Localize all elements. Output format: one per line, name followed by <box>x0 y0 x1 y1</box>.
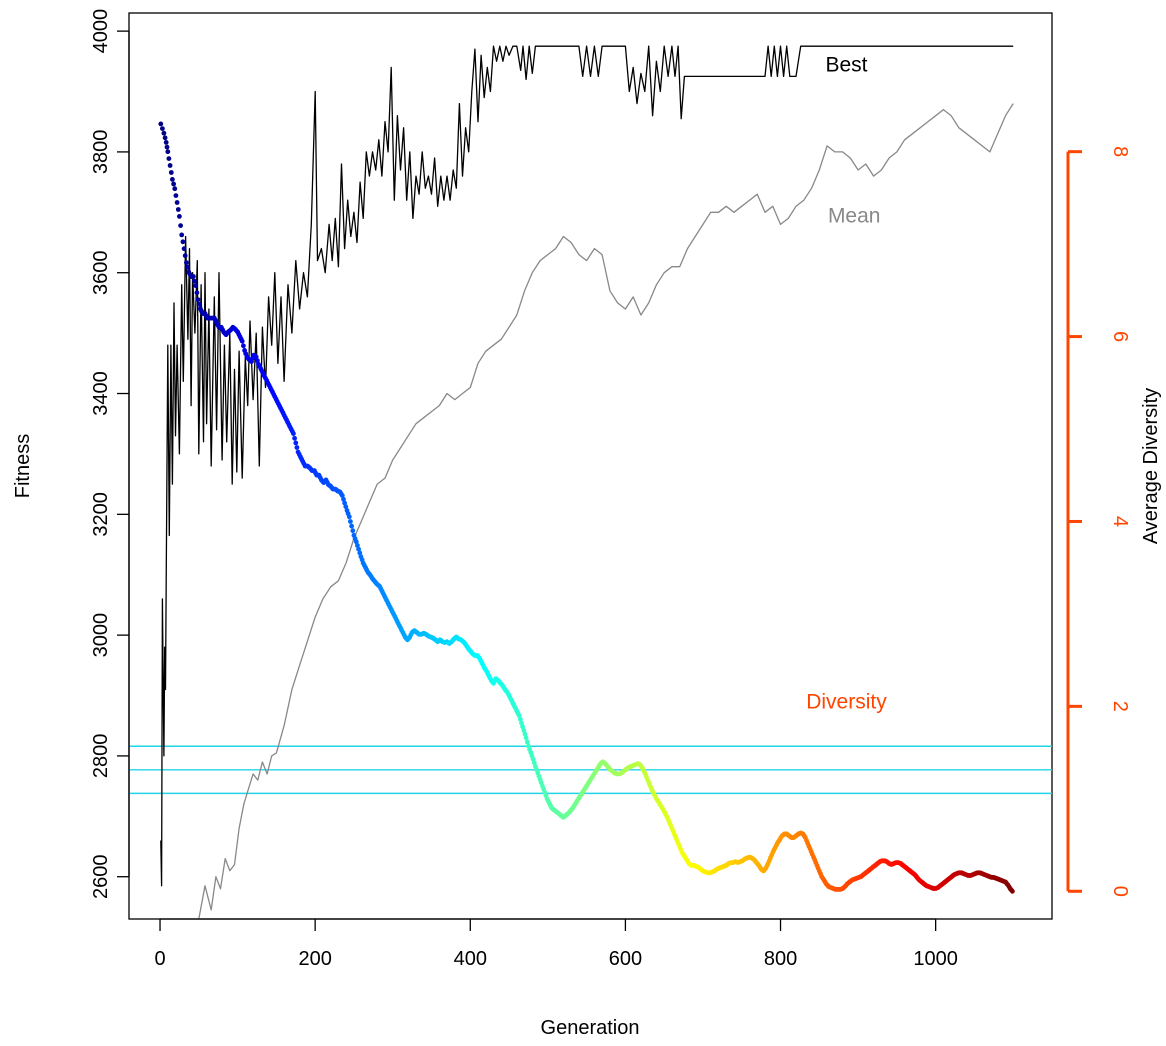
diversity-point <box>175 207 181 212</box>
diversity-point <box>1010 888 1015 894</box>
y2-tick-label: 6 <box>1109 331 1131 342</box>
diversity-point <box>357 550 363 556</box>
best-series-label: Best <box>825 53 867 76</box>
diversity-point <box>162 135 168 141</box>
diversity-point <box>519 720 524 726</box>
reference-lines <box>129 745 1052 795</box>
diversity-point <box>180 239 186 245</box>
y2-tick-label: 8 <box>1109 146 1131 157</box>
diversity-point <box>523 735 529 741</box>
diversity-point <box>192 278 197 284</box>
diversity-point <box>517 716 523 722</box>
diversity-point <box>342 500 347 506</box>
diversity-point <box>171 181 177 187</box>
diversity-point <box>158 121 164 127</box>
diversity-point <box>255 358 260 363</box>
y-axis-title: Fitness <box>12 434 34 498</box>
y-axis: 2600 2800 3000 3200 3400 3600 3800 4000 <box>90 9 130 899</box>
diversity-point <box>193 283 199 289</box>
diversity-point <box>170 177 175 182</box>
y2-axis: 0 2 4 6 8 <box>1066 146 1131 897</box>
diversity-point <box>165 149 171 155</box>
best-series-line <box>160 45 1014 887</box>
diversity-point <box>172 186 178 192</box>
diversity-point <box>346 514 352 520</box>
x-tick-label: 1000 <box>913 948 958 970</box>
y2-tick-label: 4 <box>1109 516 1131 527</box>
y-tick-label: 2600 <box>90 854 112 899</box>
diversity-point <box>178 223 184 229</box>
diversity-series-label: Diversity <box>806 691 887 714</box>
diversity-point <box>173 193 179 199</box>
diversity-point <box>179 232 185 238</box>
x-tick-label: 600 <box>609 948 642 970</box>
diversity-point <box>294 445 300 450</box>
diversity-point <box>524 739 530 745</box>
diversity-point <box>253 354 259 360</box>
y-tick-label: 3600 <box>90 250 112 295</box>
series-labels: Best Mean Diversity <box>806 53 887 713</box>
mean-series-line <box>198 103 1014 920</box>
y-tick-label: 2800 <box>90 734 112 779</box>
diversity-point <box>291 431 296 436</box>
diversity-point <box>174 200 180 205</box>
diversity-point <box>349 523 354 529</box>
diversity-point <box>191 274 196 279</box>
x-tick-label: 800 <box>764 948 797 970</box>
x-tick-label: 400 <box>454 948 487 970</box>
diversity-point <box>194 290 200 296</box>
diversity-point <box>168 170 174 175</box>
y2-tick-label: 2 <box>1109 701 1131 712</box>
best-layer <box>160 45 1014 887</box>
diversity-layer <box>158 121 1015 894</box>
diversity-point <box>355 543 360 548</box>
diversity-point <box>166 156 172 162</box>
diversity-point <box>195 297 201 302</box>
y2-tick-label: 0 <box>1109 886 1131 897</box>
diversity-point <box>292 435 297 441</box>
diversity-point <box>185 264 191 270</box>
diversity-point <box>160 126 165 131</box>
diversity-point <box>530 756 536 762</box>
diversity-point <box>339 493 345 498</box>
mean-series-label: Mean <box>828 204 881 227</box>
diversity-point <box>522 731 528 737</box>
diversity-point <box>184 260 189 265</box>
diversity-point <box>167 163 173 168</box>
diversity-point <box>161 130 167 136</box>
diversity-point <box>164 144 170 150</box>
diversity-point <box>516 713 522 718</box>
diversity-point <box>181 246 187 252</box>
diversity-point <box>343 504 349 510</box>
x-tick-label: 200 <box>298 948 331 970</box>
y-tick-label: 4000 <box>90 9 112 54</box>
diversity-point <box>353 539 359 545</box>
x-tick-label: 0 <box>154 948 165 970</box>
y-tick-label: 3200 <box>90 492 112 537</box>
diversity-point <box>163 140 169 145</box>
diversity-point <box>239 338 245 344</box>
diversity-point <box>293 440 299 446</box>
diversity-point <box>521 728 527 733</box>
mean-layer <box>198 103 1014 920</box>
diversity-point <box>520 724 525 730</box>
diversity-point <box>348 519 353 524</box>
x-axis: 0 200 400 600 800 1000 <box>154 918 958 970</box>
x-axis-title: Generation <box>541 1017 640 1039</box>
y-tick-label: 3800 <box>90 130 112 175</box>
diversity-point <box>182 253 188 259</box>
y-tick-label: 3000 <box>90 613 112 658</box>
diversity-point <box>350 528 356 534</box>
y2-axis-title: Average Diversity <box>1140 388 1162 544</box>
diversity-point <box>196 301 202 307</box>
y-tick-label: 3400 <box>90 371 112 416</box>
diversity-point <box>531 760 537 766</box>
diversity-point <box>356 546 361 552</box>
diversity-point <box>177 214 182 219</box>
diversity-point <box>241 343 246 349</box>
diversity-point <box>341 496 346 502</box>
